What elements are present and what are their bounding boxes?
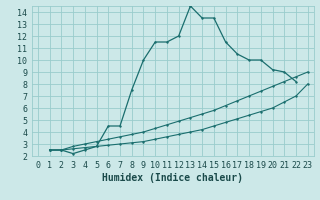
X-axis label: Humidex (Indice chaleur): Humidex (Indice chaleur) bbox=[102, 173, 243, 183]
